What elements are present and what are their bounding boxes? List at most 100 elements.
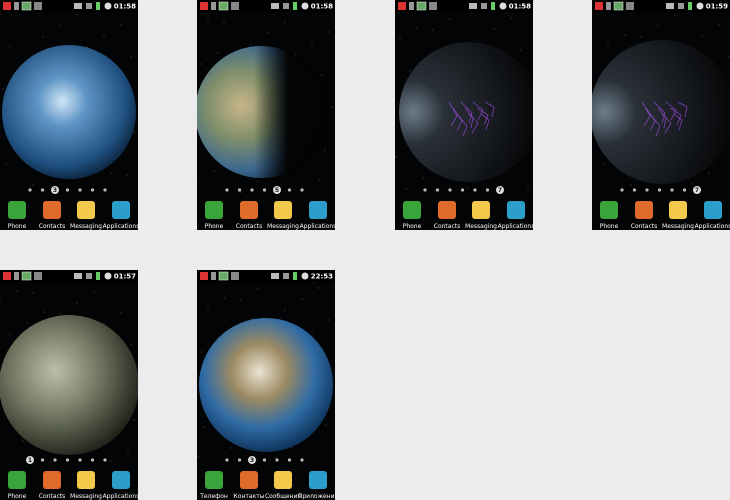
dock-icon[interactable] [8,201,26,219]
status-icon [218,1,229,11]
star [301,298,303,300]
star [284,309,286,311]
dock-icon[interactable] [112,471,130,489]
dock-label[interactable]: Applications [695,223,730,230]
city-lights [645,107,656,132]
dock-label[interactable]: Phone [8,493,27,500]
status-icon [96,2,100,10]
dock-icon[interactable] [704,201,722,219]
globe-body [0,315,138,455]
dock-label[interactable]: Messaging [70,223,102,230]
dock-label[interactable]: Applications [300,223,337,230]
status-icon [416,1,427,11]
dock-icon[interactable] [600,201,618,219]
star [274,457,276,459]
dock-label[interactable]: Phone [600,223,619,230]
star [43,311,45,313]
status-icon [283,273,289,279]
star [324,149,326,151]
dock-icon[interactable] [8,471,26,489]
star [624,34,626,36]
phone-screen: 01:59 7 Phone Contacts Messaging Applications [592,0,730,230]
status-icon [595,2,603,10]
dock-label[interactable]: Приложения [298,493,339,500]
status-icon [34,272,42,280]
status-icon [3,272,11,280]
page-indicator [275,458,279,462]
dock-label[interactable]: Сообщения [265,493,301,500]
star [701,35,703,37]
page-indicator [435,188,440,192]
dock-label[interactable]: Applications [103,493,140,500]
dock-icon[interactable] [240,471,258,489]
page-indicator [670,188,674,192]
dock-icon[interactable] [43,201,61,219]
page-number: 1 [28,457,32,464]
dock-label[interactable]: Contacts [631,223,657,230]
star [26,322,28,324]
dock-label[interactable]: Контакты [234,493,265,500]
phone-screen: 01:58 7 Phone Contacts Messaging Applications [395,0,535,230]
dock-icon[interactable] [77,471,95,489]
star [223,22,225,24]
star [318,179,320,181]
dock-label[interactable]: Applications [103,223,140,230]
star [328,31,330,33]
star [405,188,407,190]
dock-icon[interactable] [403,201,421,219]
dock-label[interactable]: Messaging [70,493,102,500]
dock-icon[interactable] [43,471,61,489]
dock-label[interactable]: Phone [403,223,422,230]
star [318,287,320,289]
city-lights [448,101,458,127]
dock-icon[interactable] [507,201,525,219]
city-lights [665,101,677,121]
page-indicator [448,188,452,192]
page-indicator [103,458,107,462]
star [321,74,323,76]
status-icon [499,2,507,10]
dock-icon[interactable] [309,201,327,219]
dock-icon[interactable] [472,201,490,219]
dock-icon[interactable] [309,471,327,489]
city-lights [649,113,661,137]
star [230,447,232,449]
dock-icon[interactable] [240,201,258,219]
dock-label[interactable]: Messaging [267,223,299,230]
dock-label[interactable]: Contacts [39,223,65,230]
status-icon [271,3,279,9]
dock-label[interactable]: Applications [498,223,535,230]
city-lights [661,113,672,134]
dock-icon[interactable] [112,201,130,219]
status-icon [469,3,477,9]
dock-label[interactable]: Phone [205,223,224,230]
dock-icon[interactable] [438,201,456,219]
star [207,20,209,22]
dock-label[interactable]: Phone [8,223,27,230]
dock-label[interactable]: Телефон [199,493,228,500]
dock-icon[interactable] [274,471,292,489]
dock-icon[interactable] [205,201,223,219]
globe-shadow [197,45,328,179]
star [9,333,11,335]
dock-icon[interactable] [77,201,95,219]
dock-label[interactable]: Messaging [465,223,497,230]
dock-label[interactable]: Contacts [434,223,460,230]
page-indicator [65,458,70,462]
page-indicator [485,188,490,192]
status-icon [34,2,42,10]
city-lights [653,101,666,124]
status-icon [409,2,414,10]
dock-icon[interactable] [669,201,687,219]
dock-label[interactable]: Contacts [236,223,262,230]
dock-label[interactable]: Contacts [39,493,65,500]
dock-label[interactable]: Messaging [662,223,694,230]
dock-icon[interactable] [274,201,292,219]
dock-icon[interactable] [205,471,223,489]
star [691,183,693,185]
city-lights [641,101,651,127]
status-icon [104,272,112,280]
dock-icon[interactable] [635,201,653,219]
